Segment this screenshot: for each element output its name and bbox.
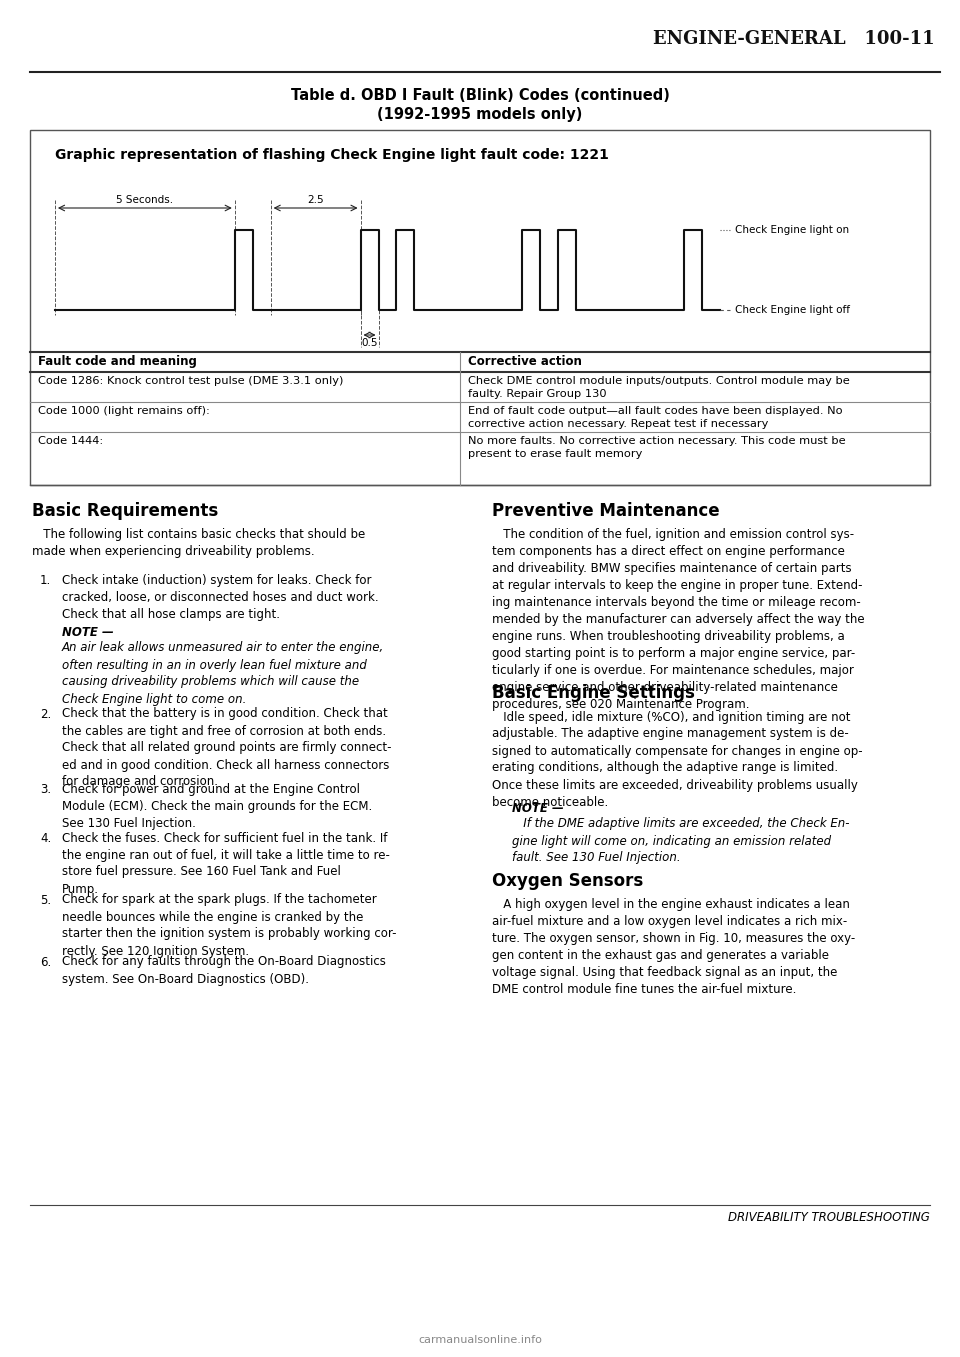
Text: Preventive Maintenance: Preventive Maintenance: [492, 502, 720, 520]
Text: 2.: 2.: [40, 707, 51, 721]
Text: 2.5: 2.5: [307, 195, 324, 205]
Text: Code 1444:: Code 1444:: [38, 436, 104, 446]
Text: DRIVEABILITY TROUBLESHOOTING: DRIVEABILITY TROUBLESHOOTING: [728, 1210, 930, 1224]
Text: Check the fuses. Check for sufficient fuel in the tank. If
the engine ran out of: Check the fuses. Check for sufficient fu…: [62, 832, 390, 896]
Bar: [30, 130, 930, 484]
Text: Corrective action: Corrective action: [468, 356, 582, 368]
Text: A high oxygen level in the engine exhaust indicates a lean
air-fuel mixture and : A high oxygen level in the engine exhaus…: [492, 898, 855, 996]
Text: The condition of the fuel, ignition and emission control sys-
tem components has: The condition of the fuel, ignition and …: [492, 528, 865, 711]
Text: Idle speed, idle mixture (%CO), and ignition timing are not
adjustable. The adap: Idle speed, idle mixture (%CO), and igni…: [492, 711, 863, 809]
Text: carmanualsonline.info: carmanualsonline.info: [418, 1335, 542, 1345]
Text: Code 1286: Knock control test pulse (DME 3.3.1 only): Code 1286: Knock control test pulse (DME…: [38, 376, 344, 385]
Text: Fault code and meaning: Fault code and meaning: [38, 356, 197, 368]
Text: Code 1000 (light remains off):: Code 1000 (light remains off):: [38, 406, 210, 417]
Text: Check DME control module inputs/outputs. Control module may be
faulty. Repair Gr: Check DME control module inputs/outputs.…: [468, 376, 850, 399]
Text: 0.5: 0.5: [361, 338, 378, 347]
Text: Basic Engine Settings: Basic Engine Settings: [492, 684, 695, 703]
Text: 5 Seconds.: 5 Seconds.: [116, 195, 174, 205]
Text: Check Engine light on: Check Engine light on: [735, 225, 850, 235]
Text: Check for power and ground at the Engine Control
Module (ECM). Check the main gr: Check for power and ground at the Engine…: [62, 783, 372, 830]
Text: Graphic representation of flashing Check Engine light fault code: 1221: Graphic representation of flashing Check…: [55, 148, 609, 161]
Text: An air leak allows unmeasured air to enter the engine,
often resulting in an in : An air leak allows unmeasured air to ent…: [62, 642, 384, 706]
Text: 5.: 5.: [40, 893, 51, 906]
Text: 6.: 6.: [40, 955, 51, 969]
Text: NOTE —: NOTE —: [512, 802, 564, 814]
Text: NOTE —: NOTE —: [62, 626, 113, 639]
Text: 1.: 1.: [40, 574, 51, 588]
Text: Check for spark at the spark plugs. If the tachometer
needle bounces while the e: Check for spark at the spark plugs. If t…: [62, 893, 396, 958]
Text: 4.: 4.: [40, 832, 51, 844]
Text: If the DME adaptive limits are exceeded, the Check En-
gine light will come on, : If the DME adaptive limits are exceeded,…: [512, 817, 850, 864]
Text: Oxygen Sensors: Oxygen Sensors: [492, 873, 643, 890]
Text: Table d. OBD I Fault (Blink) Codes (continued): Table d. OBD I Fault (Blink) Codes (cont…: [291, 88, 669, 103]
Text: Check intake (induction) system for leaks. Check for
cracked, loose, or disconne: Check intake (induction) system for leak…: [62, 574, 378, 622]
Text: No more faults. No corrective action necessary. This code must be
present to era: No more faults. No corrective action nec…: [468, 436, 846, 459]
Text: 3.: 3.: [40, 783, 51, 797]
Text: Basic Requirements: Basic Requirements: [32, 502, 218, 520]
Text: The following list contains basic checks that should be
made when experiencing d: The following list contains basic checks…: [32, 528, 365, 558]
Text: ENGINE-GENERAL   100-11: ENGINE-GENERAL 100-11: [654, 30, 935, 47]
Text: End of fault code output—all fault codes have been displayed. No
corrective acti: End of fault code output—all fault codes…: [468, 406, 843, 429]
Text: Check for any faults through the On-Board Diagnostics
system. See On-Board Diagn: Check for any faults through the On-Boar…: [62, 955, 386, 985]
Text: (1992-1995 models only): (1992-1995 models only): [377, 107, 583, 122]
Text: Check Engine light off: Check Engine light off: [735, 305, 850, 315]
Text: Check that the battery is in good condition. Check that
the cables are tight and: Check that the battery is in good condit…: [62, 707, 392, 788]
